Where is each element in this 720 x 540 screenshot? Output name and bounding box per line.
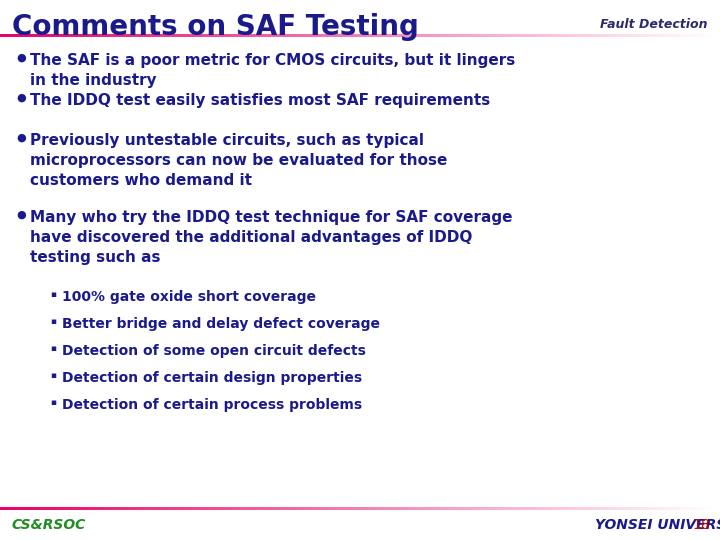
- Text: Detection of certain process problems: Detection of certain process problems: [62, 398, 362, 412]
- Text: 100% gate oxide short coverage: 100% gate oxide short coverage: [62, 290, 316, 304]
- Text: ▪: ▪: [50, 317, 56, 326]
- Text: 18: 18: [692, 518, 710, 532]
- Text: ●: ●: [16, 133, 26, 143]
- Text: The SAF is a poor metric for CMOS circuits, but it lingers
in the industry: The SAF is a poor metric for CMOS circui…: [30, 53, 516, 88]
- Text: The IDDQ test easily satisfies most SAF requirements: The IDDQ test easily satisfies most SAF …: [30, 93, 490, 108]
- Text: CS&RSOC: CS&RSOC: [12, 518, 86, 532]
- Text: Detection of some open circuit defects: Detection of some open circuit defects: [62, 344, 366, 358]
- Text: Fault Detection: Fault Detection: [600, 18, 708, 31]
- Text: ▪: ▪: [50, 398, 56, 407]
- Text: YONSEI UNIVERSITY: YONSEI UNIVERSITY: [595, 518, 720, 532]
- Text: ▪: ▪: [50, 371, 56, 380]
- Text: Previously untestable circuits, such as typical
microprocessors can now be evalu: Previously untestable circuits, such as …: [30, 133, 447, 187]
- Text: ●: ●: [16, 210, 26, 220]
- Text: ▪: ▪: [50, 290, 56, 299]
- Text: Better bridge and delay defect coverage: Better bridge and delay defect coverage: [62, 317, 380, 331]
- Text: Comments on SAF Testing: Comments on SAF Testing: [12, 13, 419, 41]
- Text: ●: ●: [16, 93, 26, 103]
- Text: ●: ●: [16, 53, 26, 63]
- Text: Detection of certain design properties: Detection of certain design properties: [62, 371, 362, 385]
- Text: Many who try the IDDQ test technique for SAF coverage
have discovered the additi: Many who try the IDDQ test technique for…: [30, 210, 513, 265]
- Text: ▪: ▪: [50, 344, 56, 353]
